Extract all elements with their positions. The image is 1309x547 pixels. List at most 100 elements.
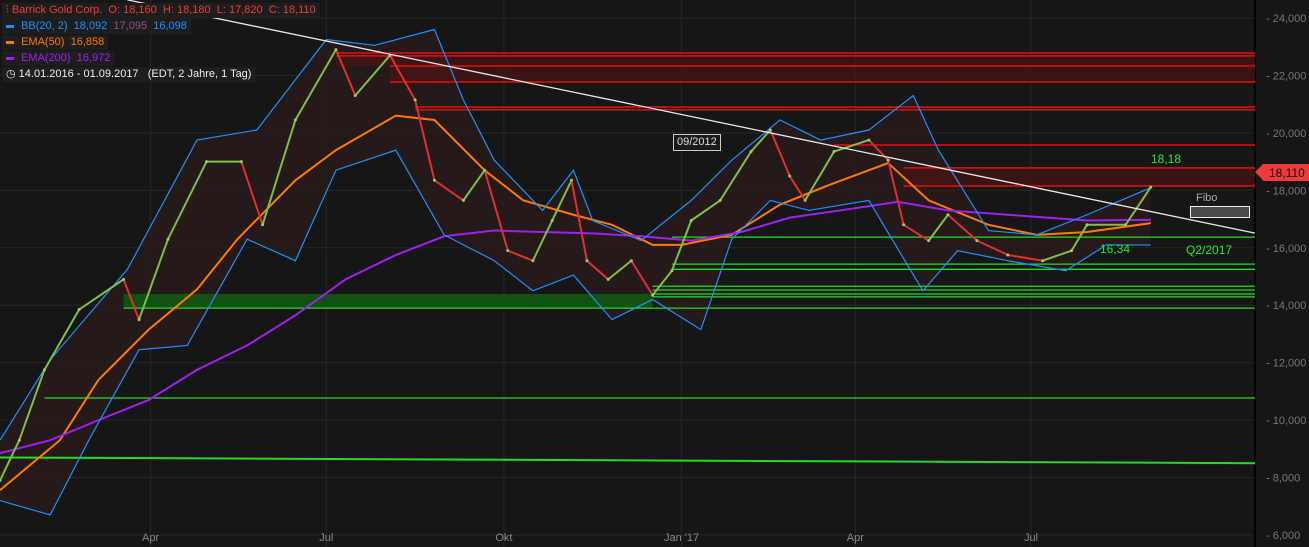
price-point [749, 150, 753, 154]
price-point [461, 198, 465, 202]
price-point [413, 98, 417, 102]
price-segment [570, 180, 588, 261]
fibo-box[interactable] [1190, 206, 1250, 218]
x-tick-label: Apr [142, 532, 159, 544]
resistance-zone [390, 65, 1255, 83]
series-line-ema-50- [0, 114, 1151, 491]
price-segment [78, 278, 125, 311]
price-segment [887, 159, 905, 226]
price-point [506, 249, 510, 253]
price-segment [1007, 253, 1043, 262]
price-segment [551, 179, 573, 221]
legend: ⫶ Barrick Gold Corp. O: 18,160 H: 18,180… [2, 3, 320, 83]
price-point [629, 259, 633, 263]
price-point [122, 277, 126, 281]
series-line-bb-lower [0, 149, 1151, 516]
date-range: 14.01.2016 - 01.09.2017 [18, 68, 139, 80]
ema200-label: EMA(200) [21, 52, 71, 64]
price-point [531, 259, 535, 263]
price-segment [531, 220, 554, 262]
price-point [975, 239, 979, 243]
price-point [1149, 185, 1153, 189]
price-segment [354, 54, 391, 97]
resistance-zone [335, 55, 1255, 66]
bb-mid: 17,095 [113, 20, 148, 32]
price-segment [167, 161, 208, 240]
price-point [886, 158, 890, 162]
price-segment [483, 169, 509, 251]
price-point [42, 368, 46, 372]
price-point [803, 198, 807, 202]
price-segment [18, 369, 46, 441]
price-segment [947, 214, 978, 242]
x-tick-label: Okt [495, 532, 512, 544]
price-point [17, 438, 21, 442]
y-tick-label: - 24,000 [1266, 13, 1306, 25]
bb-label: BB(20, 2) [21, 20, 68, 32]
sloped-support-line [0, 456, 1256, 465]
last-price-tag: 18,110 [1255, 164, 1309, 181]
range-info: (EDT, 2 Jahre, 1 Tag) [147, 68, 252, 80]
price-segment [651, 270, 673, 296]
price-segment [719, 151, 752, 201]
support-zone [123, 294, 653, 309]
price-point [718, 198, 722, 202]
ema200-value: 16,972 [76, 52, 111, 64]
price-segment [43, 309, 81, 371]
open-label: O: [108, 4, 121, 16]
price-segment [389, 54, 416, 101]
ref-box-label[interactable]: 09/2012 [673, 134, 721, 151]
bb-swatch-icon [6, 24, 14, 28]
high-label: H: [162, 4, 174, 16]
price-point [550, 218, 554, 222]
price-segment [804, 151, 835, 201]
trendline [127, 0, 1256, 234]
clock-icon: ◷ [6, 68, 16, 80]
price-segment [240, 161, 264, 226]
price-segment [0, 439, 21, 481]
price-segment [294, 49, 337, 121]
price-point [570, 178, 574, 182]
instrument-legend[interactable]: ⫶ Barrick Gold Corp. O: 18,160 H: 18,180… [2, 3, 320, 18]
price-segment [833, 139, 870, 153]
fibo-label: Fibo [1196, 192, 1218, 204]
price-point [670, 269, 674, 273]
price-point [651, 293, 655, 297]
price-segment [690, 199, 721, 222]
ema200-legend[interactable]: EMA(200) 16,972 [2, 51, 115, 66]
close-value: 18,110 [282, 4, 316, 16]
price-point [432, 178, 436, 182]
high-value: 18,180 [176, 4, 211, 16]
price-point [1070, 249, 1074, 253]
ema50-legend[interactable]: EMA(50) 16,858 [2, 35, 109, 50]
price-segment [138, 238, 169, 320]
price-segment [750, 129, 772, 153]
series-line-ema-200- [0, 200, 1151, 455]
instrument-name: Barrick Gold Corp. [11, 4, 103, 16]
price-segment [462, 169, 486, 201]
quarter-label: Q2/2017 [1186, 243, 1233, 257]
ema200-swatch-icon [6, 56, 14, 60]
price-point [585, 259, 589, 263]
low-label: L: [216, 4, 226, 16]
price-point [77, 308, 81, 312]
price-segment [414, 99, 436, 181]
price-segment [507, 249, 534, 262]
range-legend: ◷ 14.01.2016 - 01.09.2017 (EDT, 2 Jahre,… [2, 67, 256, 82]
price-point [166, 237, 170, 241]
price-point [353, 94, 357, 98]
price-point [606, 277, 610, 281]
target-label: 18,18 [1151, 152, 1182, 166]
price-point [334, 48, 338, 52]
bb-legend[interactable]: BB(20, 2) 18,092 17,095 16,098 [2, 19, 191, 34]
price-segment [122, 279, 140, 320]
y-tick-label: - 14,000 [1266, 300, 1306, 312]
price-point [867, 138, 871, 142]
price-point [832, 150, 836, 154]
price-point [927, 239, 931, 243]
price-segment [1070, 224, 1088, 252]
y-tick-label: - 10,000 [1266, 415, 1306, 427]
y-tick-label: - 20,000 [1266, 128, 1306, 140]
price-segment [976, 239, 1009, 256]
